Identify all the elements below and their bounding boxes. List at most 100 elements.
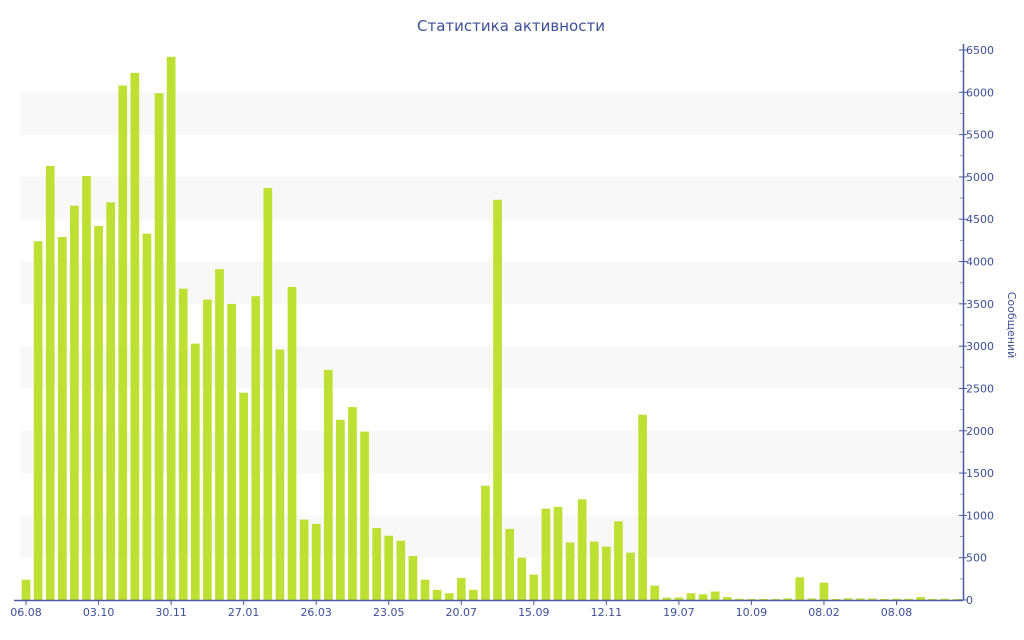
y-tick-label: 6500	[966, 44, 994, 57]
bar	[614, 521, 623, 600]
bar	[70, 205, 79, 600]
y-tick-label: 3500	[966, 298, 994, 311]
bar	[795, 577, 805, 600]
bar	[82, 176, 91, 601]
bar	[348, 407, 357, 600]
bars	[21, 56, 962, 601]
bar	[444, 593, 454, 600]
bar	[855, 598, 865, 600]
bar	[602, 546, 611, 600]
bar	[892, 598, 901, 600]
y-tick-label: 500	[966, 552, 987, 565]
bar	[493, 199, 502, 600]
bar	[396, 540, 406, 600]
bar	[880, 598, 889, 600]
grid-band	[20, 176, 963, 220]
bar	[33, 241, 43, 600]
y-tick-label: 4000	[966, 256, 994, 269]
bar	[638, 414, 647, 600]
bar	[819, 582, 829, 600]
bar	[783, 598, 793, 600]
x-tick-label: 19.07	[663, 606, 695, 619]
x-tick-label: 26.03	[300, 606, 332, 619]
bar	[275, 349, 285, 600]
bar	[517, 557, 527, 600]
bar	[311, 523, 321, 600]
bar	[529, 574, 539, 600]
y-tick-label: 5500	[966, 129, 994, 142]
bar	[747, 598, 756, 600]
bar	[154, 93, 164, 601]
chart-title: Статистика активности	[417, 17, 605, 35]
bar	[469, 589, 478, 600]
bar	[203, 299, 212, 600]
bar	[251, 296, 261, 600]
x-tick-label: 06.08	[10, 606, 42, 619]
bar	[227, 303, 236, 600]
grid-band	[20, 92, 963, 135]
bar	[239, 392, 249, 600]
bar	[360, 431, 369, 600]
bar	[57, 237, 67, 600]
x-tick-label: 30.11	[155, 606, 187, 619]
bar	[190, 343, 200, 600]
grid-band	[20, 515, 963, 558]
bar	[928, 598, 938, 600]
bar	[166, 56, 176, 601]
bar	[904, 598, 913, 600]
bar	[541, 508, 551, 600]
bar	[106, 202, 116, 601]
y-axis-label: Сообщений	[1005, 292, 1018, 359]
y-axis: 0 500 1000 1500 2000 2500 3000 3500 4000 4500 5000…	[959, 44, 994, 607]
bar	[565, 542, 575, 600]
y-tick-label: 6000	[966, 86, 994, 99]
bar	[432, 589, 442, 600]
bar	[21, 579, 31, 600]
x-tick-label: 23.05	[373, 606, 405, 619]
grid-band	[20, 261, 963, 304]
bar	[759, 598, 768, 600]
bar	[142, 233, 152, 600]
y-tick-label: 1000	[966, 509, 994, 522]
bar	[553, 506, 563, 600]
y-tick-label: 2500	[966, 382, 994, 395]
bar	[734, 598, 744, 600]
grid-bands	[20, 92, 963, 558]
bar	[662, 597, 672, 600]
bar	[372, 528, 381, 600]
y-tick-label: 3000	[966, 340, 994, 353]
bar	[118, 85, 128, 601]
bar	[94, 226, 103, 600]
bar	[215, 269, 224, 600]
bar	[650, 585, 660, 600]
bar	[505, 528, 514, 600]
bar	[408, 556, 418, 600]
grid-band	[20, 430, 963, 474]
bar	[831, 598, 841, 600]
bar	[336, 419, 345, 600]
y-tick-label: 5000	[966, 171, 994, 184]
bar	[807, 598, 817, 600]
x-tick-label: 20.07	[446, 606, 478, 619]
bar	[952, 598, 962, 600]
y-tick-label: 2000	[966, 425, 994, 438]
x-axis: 06.08 03.10 30.11 27.01 26.03 23.05 20.07 15.09…	[10, 599, 963, 619]
bar	[843, 598, 853, 600]
bar	[420, 579, 430, 600]
bar	[916, 597, 926, 600]
x-tick-label: 08.08	[881, 606, 913, 619]
bar	[698, 594, 708, 600]
x-tick-label: 03.10	[83, 606, 115, 619]
bar	[287, 286, 297, 600]
bar	[710, 591, 720, 600]
bar	[771, 598, 780, 600]
bar	[384, 535, 394, 600]
bar	[867, 598, 877, 600]
bar	[178, 288, 188, 600]
bar	[45, 165, 55, 600]
x-tick-label: 15.09	[518, 606, 550, 619]
bar	[263, 187, 273, 600]
y-tick-label: 0	[966, 594, 973, 607]
y-tick-label: 4500	[966, 213, 994, 226]
